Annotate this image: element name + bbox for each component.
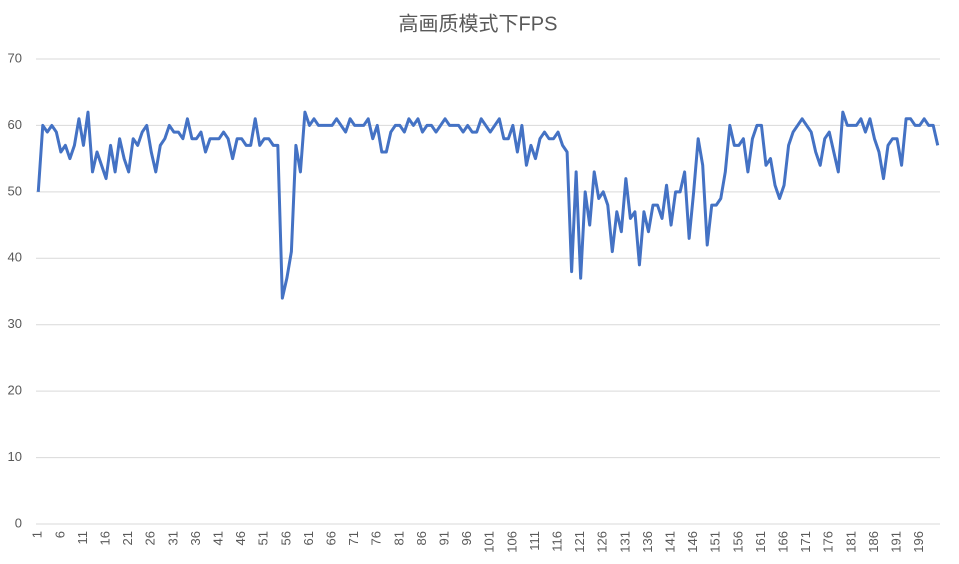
- x-tick-label: 91: [436, 531, 451, 545]
- x-tick-label: 126: [595, 531, 610, 553]
- x-tick-label: 186: [866, 531, 881, 553]
- x-tick-label: 196: [911, 531, 926, 553]
- y-tick-label: 10: [8, 449, 22, 464]
- x-tick-label: 176: [821, 531, 836, 553]
- x-tick-label: 181: [843, 531, 858, 553]
- y-tick-label: 70: [8, 50, 22, 65]
- x-tick-label: 21: [120, 531, 135, 545]
- x-tick-label: 191: [888, 531, 903, 553]
- y-tick-label: 40: [8, 250, 22, 265]
- x-tick-label: 31: [165, 531, 180, 545]
- x-tick-label: 26: [143, 531, 158, 545]
- y-tick-label: 60: [8, 117, 22, 132]
- y-tick-label: 20: [8, 383, 22, 398]
- x-tick-label: 6: [52, 531, 67, 538]
- x-tick-label: 36: [188, 531, 203, 545]
- x-tick-label: 151: [708, 531, 723, 553]
- x-tick-label: 86: [414, 531, 429, 545]
- x-tick-label: 166: [775, 531, 790, 553]
- x-tick-label: 16: [97, 531, 112, 545]
- x-tick-label: 11: [75, 531, 90, 545]
- x-tick-label: 141: [662, 531, 677, 553]
- x-tick-label: 131: [617, 531, 632, 553]
- x-tick-label: 101: [482, 531, 497, 553]
- x-tick-label: 71: [346, 531, 361, 545]
- x-tick-label: 61: [301, 531, 316, 545]
- x-tick-label: 66: [323, 531, 338, 545]
- x-tick-label: 111: [527, 531, 542, 551]
- y-tick-label: 0: [15, 515, 22, 530]
- x-tick-label: 56: [278, 531, 293, 545]
- data-line: [36, 110, 940, 300]
- x-tick-label: 171: [798, 531, 813, 553]
- chart-title: 高画质模式下FPS: [399, 12, 558, 35]
- x-tick-label: 96: [459, 531, 474, 545]
- x-tick-label: 51: [256, 531, 271, 545]
- y-tick-label: 50: [8, 183, 22, 198]
- x-tick-label: 116: [549, 531, 564, 552]
- x-tick-label: 136: [640, 531, 655, 553]
- x-tick-label: 1: [30, 531, 45, 538]
- x-tick-label: 146: [685, 531, 700, 553]
- x-tick-label: 121: [572, 531, 587, 553]
- x-tick-label: 161: [753, 531, 768, 553]
- x-tick-label: 41: [210, 531, 225, 545]
- x-tick-label: 76: [369, 531, 384, 545]
- x-tick-label: 81: [391, 531, 406, 545]
- y-tick-label: 30: [8, 316, 22, 331]
- x-tick-label: 46: [233, 531, 248, 545]
- x-tick-label: 156: [730, 531, 745, 553]
- x-tick-label: 106: [504, 531, 519, 553]
